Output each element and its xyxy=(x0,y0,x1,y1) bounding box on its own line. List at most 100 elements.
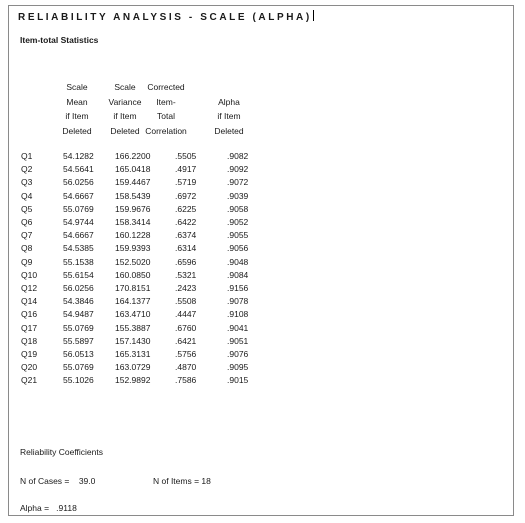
scale-mean-cell: 56.0513 xyxy=(63,349,94,359)
item-label: Q14 xyxy=(21,296,38,307)
scale-variance-cell: 158.5439 xyxy=(115,190,151,201)
alpha-cell: .9041 xyxy=(227,322,249,333)
item-label: Q17 xyxy=(21,322,38,333)
correlation-cell: .5321 xyxy=(175,269,197,280)
reliability-coefficients-label: Reliability Coefficients xyxy=(20,447,103,457)
correlation-cell: .6314 xyxy=(175,243,197,254)
scale-mean-cell: 55.0769 xyxy=(63,362,94,373)
scale-mean-cell: 54.5641 xyxy=(63,164,94,175)
header-scale-mean: Scale Mean if Item Deleted xyxy=(59,80,95,138)
table-row: Q2 54.5641 165.0418 .4917 .9092 xyxy=(0,164,525,177)
scale-variance-cell: 159.9393 xyxy=(115,243,151,254)
section-subtitle: Item-total Statistics xyxy=(20,35,99,45)
scale-variance-cell: 152.5020 xyxy=(115,256,151,267)
scale-mean-cell: 54.5385 xyxy=(63,243,94,254)
table-row: Q12 56.0256 170.8151 .2423 .9156 xyxy=(0,283,525,296)
alpha-cell: .9048 xyxy=(227,256,249,267)
header-line: if Item xyxy=(217,111,241,121)
item-label: Q10 xyxy=(21,269,38,280)
alpha-cell: .9156 xyxy=(227,283,249,293)
table-row: Q7 54.6667 160.1228 .6374 .9055 xyxy=(0,230,525,243)
table-row: Q17 55.0769 155.3887 .6760 .9041 xyxy=(0,323,525,336)
item-label: Q18 xyxy=(21,335,38,346)
correlation-cell: .5505 xyxy=(175,151,197,161)
table-row: Q3 56.0256 159.4467 .5719 .9072 xyxy=(0,177,525,190)
header-line: Alpha xyxy=(218,96,240,107)
correlation-cell: .6596 xyxy=(175,256,197,267)
correlation-cell: .6225 xyxy=(175,203,197,214)
title-text: RELIABILITY ANALYSIS - SCALE (ALPHA) xyxy=(18,12,312,23)
scale-mean-cell: 55.0769 xyxy=(63,203,94,214)
header-line: Deleted xyxy=(110,125,140,136)
item-label: Q3 xyxy=(21,177,33,188)
header-scale-variance: Scale Variance if Item Deleted xyxy=(102,80,148,138)
item-label: Q4 xyxy=(21,190,33,201)
scale-variance-cell: 159.9676 xyxy=(115,203,151,214)
correlation-cell: .4447 xyxy=(175,309,197,320)
header-line: Deleted xyxy=(214,125,244,136)
alpha-cell: .9055 xyxy=(227,230,249,241)
header-line: Variance xyxy=(108,96,142,107)
alpha-cell: .9084 xyxy=(227,269,249,280)
correlation-cell: .5719 xyxy=(175,177,197,188)
scale-mean-cell: 55.6154 xyxy=(63,269,94,280)
header-line: if Item xyxy=(65,111,89,121)
scale-variance-cell: 165.0418 xyxy=(115,164,151,175)
item-label: Q2 xyxy=(21,164,33,175)
scale-variance-cell: 160.1228 xyxy=(115,230,151,241)
scale-variance-cell: 159.4467 xyxy=(115,177,151,188)
table-row: Q8 54.5385 159.9393 .6314 .9056 xyxy=(0,243,525,256)
item-label: Q9 xyxy=(21,256,33,267)
n-of-cases: N of Cases = 39.0 xyxy=(20,476,96,486)
scale-variance-cell: 157.1430 xyxy=(115,335,151,346)
scale-mean-cell: 54.3846 xyxy=(63,296,94,307)
item-label: Q1 xyxy=(21,151,33,161)
scale-variance-cell: 170.8151 xyxy=(115,283,151,293)
correlation-cell: .6374 xyxy=(175,230,197,241)
table-row: Q19 56.0513 165.3131 .5756 .9076 xyxy=(0,349,525,362)
item-label: Q8 xyxy=(21,243,33,254)
header-line: Mean xyxy=(66,96,88,107)
header-line: Scale xyxy=(114,82,136,92)
correlation-cell: .4870 xyxy=(175,362,197,373)
table-row: Q9 55.1538 152.5020 .6596 .9048 xyxy=(0,257,525,270)
correlation-cell: .2423 xyxy=(175,283,197,293)
item-label: Q21 xyxy=(21,375,38,386)
header-line: Deleted xyxy=(62,125,92,136)
alpha-cell: .9082 xyxy=(227,151,249,161)
alpha-value: Alpha = .9118 xyxy=(20,503,77,513)
scale-mean-cell: 54.6667 xyxy=(63,190,94,201)
item-label: Q6 xyxy=(21,217,33,227)
text-cursor xyxy=(312,10,314,21)
correlation-cell: .6972 xyxy=(175,190,197,201)
table-row: Q4 54.6667 158.5439 .6972 .9039 xyxy=(0,191,525,204)
header-alpha: Alpha if Item Deleted xyxy=(199,95,259,139)
scale-variance-cell: 158.3414 xyxy=(115,217,151,227)
scale-mean-cell: 55.1026 xyxy=(63,375,94,386)
alpha-cell: .9039 xyxy=(227,190,249,201)
header-line: Correlation xyxy=(145,125,187,136)
alpha-cell: .9095 xyxy=(227,362,249,373)
document-frame xyxy=(8,5,514,516)
scale-variance-cell: 166.2200 xyxy=(115,151,151,161)
table-row: Q21 55.1026 152.9892 .7586 .9015 xyxy=(0,375,525,388)
scale-variance-cell: 155.3887 xyxy=(115,322,151,333)
alpha-cell: .9058 xyxy=(227,203,249,214)
header-line: if Item xyxy=(113,111,137,121)
alpha-cell: .9076 xyxy=(227,349,249,359)
scale-mean-cell: 56.0256 xyxy=(63,177,94,188)
scale-variance-cell: 164.1377 xyxy=(115,296,151,307)
scale-variance-cell: 152.9892 xyxy=(115,375,151,386)
scale-variance-cell: 163.4710 xyxy=(115,309,151,320)
scale-mean-cell: 55.0769 xyxy=(63,322,94,333)
alpha-cell: .9092 xyxy=(227,164,249,175)
document-title: RELIABILITY ANALYSIS - SCALE (ALPHA) xyxy=(18,10,314,23)
item-label: Q16 xyxy=(21,309,38,320)
alpha-cell: .9052 xyxy=(227,217,249,227)
table-row: Q6 54.9744 158.3414 .6422 .9052 xyxy=(0,217,525,230)
item-label: Q5 xyxy=(21,203,33,214)
table-row: Q5 55.0769 159.9676 .6225 .9058 xyxy=(0,204,525,217)
scale-mean-cell: 55.1538 xyxy=(63,256,94,267)
item-label: Q20 xyxy=(21,362,38,373)
table-row: Q20 55.0769 163.0729 .4870 .9095 xyxy=(0,362,525,375)
